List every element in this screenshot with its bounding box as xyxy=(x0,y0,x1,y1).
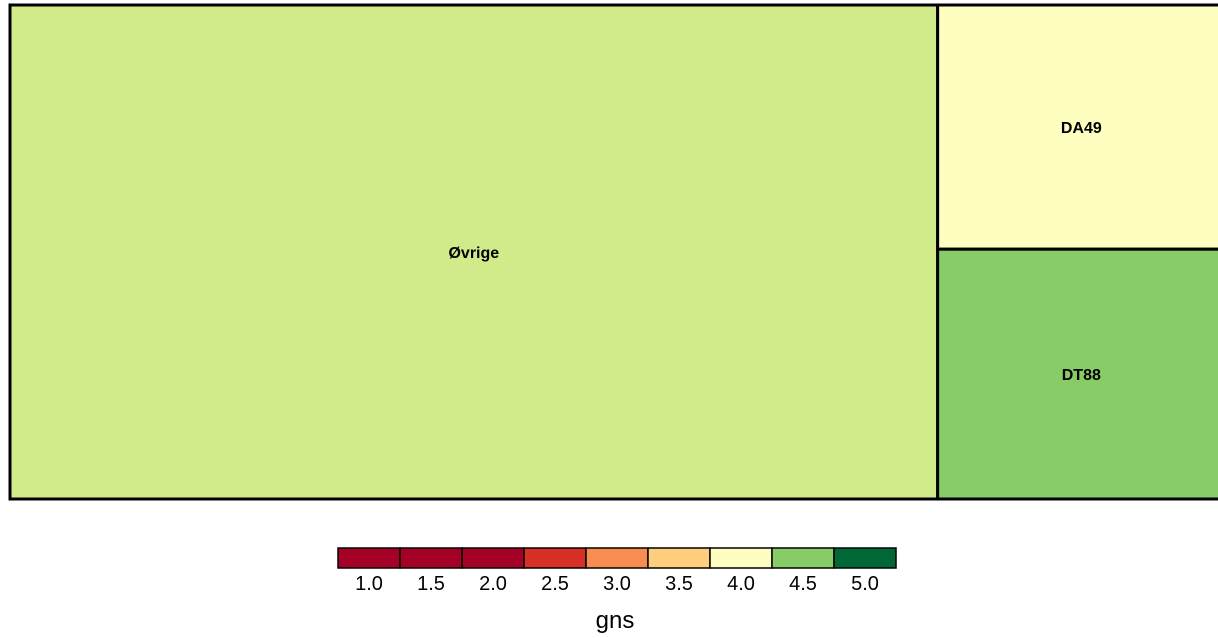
legend-swatch xyxy=(337,547,401,569)
legend-swatch xyxy=(833,547,897,569)
legend-swatch xyxy=(461,547,525,569)
legend-tick-labels: 1.0 1.5 2.0 2.5 3.0 3.5 4.0 4.5 5.0 xyxy=(355,573,879,595)
tile-da49 xyxy=(936,3,1218,251)
legend-swatches xyxy=(337,547,897,569)
tile-label-da49: DA49 xyxy=(1061,120,1102,137)
tile-label-dt88: DT88 xyxy=(1062,367,1101,384)
legend-swatch xyxy=(585,547,649,569)
legend-tick-label: 2.5 xyxy=(541,573,569,595)
legend-tick-label: 4.5 xyxy=(789,573,817,595)
tile-vrige xyxy=(8,3,940,501)
legend-tick-label: 5.0 xyxy=(851,573,879,595)
legend-swatch xyxy=(647,547,711,569)
legend-swatch xyxy=(709,547,773,569)
tile-dt88 xyxy=(936,247,1218,501)
legend-swatch xyxy=(771,547,835,569)
treemap-tiles: Øvrige DA49 DT88 xyxy=(8,3,1218,501)
legend-tick-label: 2.0 xyxy=(479,573,507,595)
legend-tick-label: 1.0 xyxy=(355,573,383,595)
legend-swatch xyxy=(523,547,587,569)
legend-tick-label: 3.0 xyxy=(603,573,631,595)
tile-label-vrige: Øvrige xyxy=(448,245,499,262)
legend-tick-label: 1.5 xyxy=(417,573,445,595)
legend-title: gns xyxy=(596,607,635,634)
color-legend: 1.0 1.5 2.0 2.5 3.0 3.5 4.0 4.5 5.0 gns xyxy=(337,547,897,634)
legend-tick-label: 4.0 xyxy=(727,573,755,595)
legend-tick-label: 3.5 xyxy=(665,573,693,595)
legend-swatch xyxy=(399,547,463,569)
